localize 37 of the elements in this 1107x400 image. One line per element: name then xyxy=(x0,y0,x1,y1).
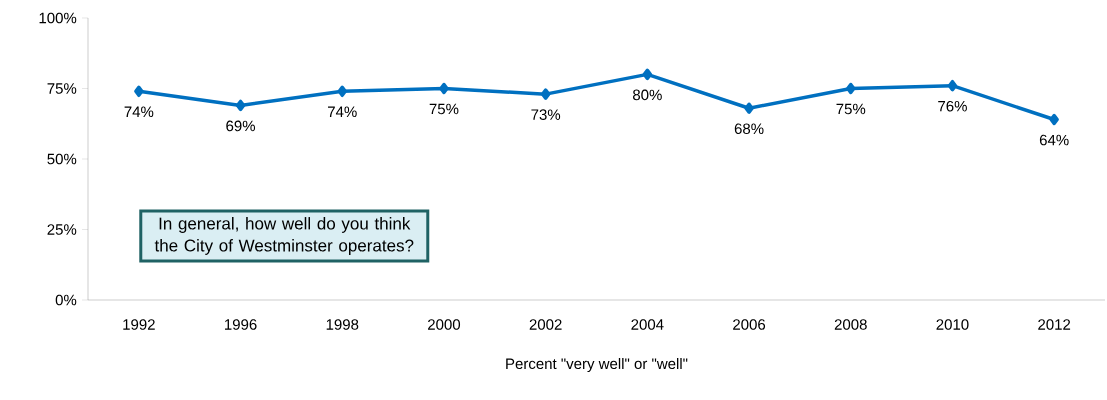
x-tick-label: 1996 xyxy=(225,319,257,330)
data-label: 74% xyxy=(328,106,357,118)
data-label: 75% xyxy=(836,103,866,115)
y-tick-label: 0% xyxy=(55,294,77,306)
data-label: 73% xyxy=(531,109,561,120)
point xyxy=(134,85,144,98)
point xyxy=(439,82,449,95)
y-tick-label: 25% xyxy=(47,224,77,235)
x-tick-label: 2002 xyxy=(529,319,562,330)
x-axis-title: Percent "very well" or "well" xyxy=(506,358,688,372)
point xyxy=(947,79,958,92)
point xyxy=(642,68,653,81)
data-label: 74% xyxy=(124,106,154,118)
data-label: 75% xyxy=(429,103,459,115)
x-tick-label: 1992 xyxy=(123,319,155,330)
data-label: 80% xyxy=(633,89,662,101)
point xyxy=(337,85,347,98)
data-label: 68% xyxy=(734,123,764,135)
x-tick-label: 1998 xyxy=(326,319,359,330)
y-tick-label: 100% xyxy=(39,12,77,24)
point xyxy=(744,102,754,114)
data-label: 69% xyxy=(226,120,256,132)
x-tick-label: 2010 xyxy=(936,319,969,330)
data-label: 76% xyxy=(938,100,967,112)
x-tick-label: 2012 xyxy=(1038,319,1071,330)
data-label: 64% xyxy=(1039,134,1069,146)
x-tick-label: 2000 xyxy=(428,319,461,330)
x-tick-label: 2004 xyxy=(631,319,664,330)
point xyxy=(235,99,246,112)
point xyxy=(540,88,551,100)
point xyxy=(846,82,856,95)
annotation: In general, how well do you think the City of Westminster operates? xyxy=(154,217,414,255)
y-tick-label: 75% xyxy=(47,83,77,94)
y-tick-label: 50% xyxy=(47,153,77,165)
point xyxy=(1049,113,1059,126)
x-tick-label: 2006 xyxy=(733,319,766,330)
x-tick-label: 2008 xyxy=(834,319,867,330)
